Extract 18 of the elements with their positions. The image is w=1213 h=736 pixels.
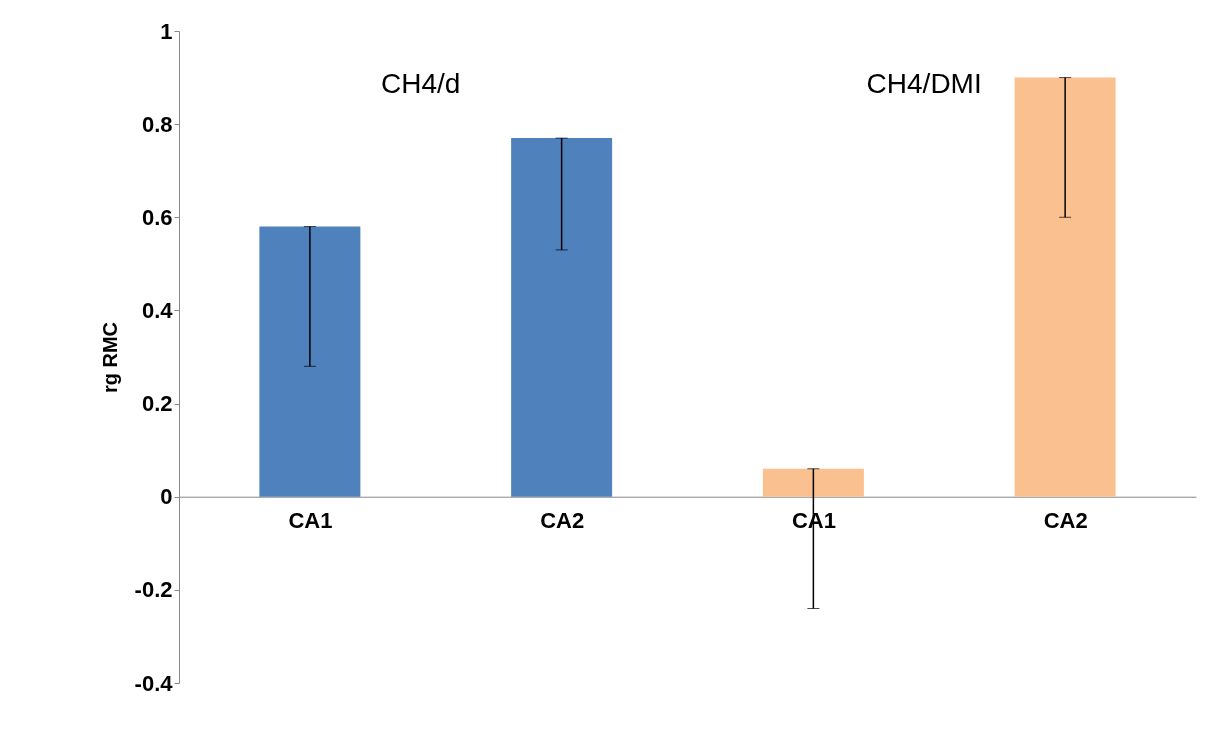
y-tick-label: 0.2 bbox=[141, 391, 173, 417]
y-tick-label: -0.4 bbox=[134, 670, 174, 696]
x-tick-label: CA1 bbox=[288, 508, 333, 534]
annotation: CH4/DMI bbox=[866, 68, 982, 99]
y-tick-label: 0.6 bbox=[141, 204, 173, 230]
bar bbox=[511, 138, 613, 497]
bar bbox=[1014, 77, 1116, 497]
x-tick-label: CA2 bbox=[540, 508, 585, 534]
x-tick-label: CA2 bbox=[1043, 508, 1088, 534]
bar bbox=[259, 226, 361, 497]
y-axis-title: rg RMC bbox=[98, 321, 121, 394]
annotation: CH4/d bbox=[380, 68, 461, 99]
y-tick-label: -0.2 bbox=[134, 577, 173, 603]
y-tick-label: 0.4 bbox=[141, 297, 174, 323]
y-tick-label: 0 bbox=[160, 484, 173, 510]
y-tick-label: 1 bbox=[160, 18, 173, 44]
y-tick-label: 0.8 bbox=[141, 111, 173, 137]
bar bbox=[762, 468, 864, 497]
